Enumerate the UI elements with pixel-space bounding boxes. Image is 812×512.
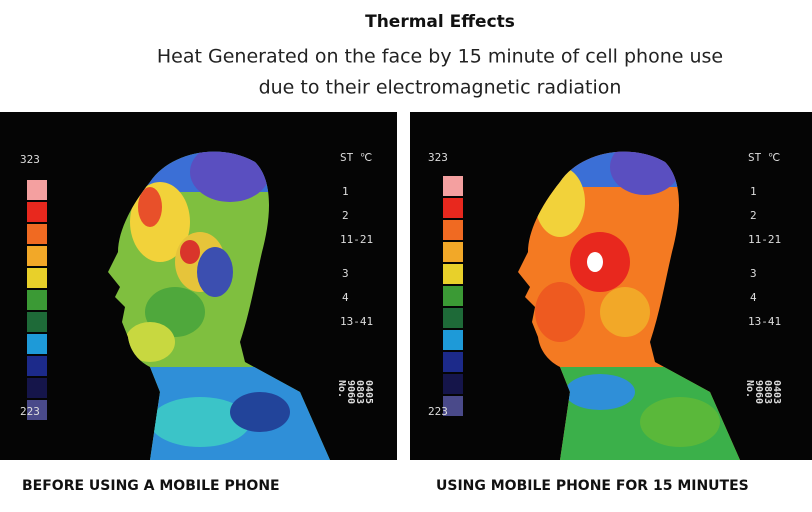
legend-label: 11-21 xyxy=(340,233,373,246)
id-line: 0803 xyxy=(354,380,365,404)
legend-header: ST ℃ xyxy=(748,151,780,164)
id-line: 0803 xyxy=(762,380,773,404)
legend-label: 4 xyxy=(750,291,757,304)
legend-label: 13-41 xyxy=(748,315,781,328)
legend-header: ST ℃ xyxy=(340,151,372,164)
thermal-image: 323 223 ST ℃ 1 2 11-21 3 4 13-41 No. 906… xyxy=(410,112,812,460)
legend-label: 2 xyxy=(750,209,757,222)
id-line: 0405 xyxy=(363,380,374,404)
title: Thermal Effects xyxy=(365,12,515,32)
scale-bottom: 223 xyxy=(428,405,448,418)
legend-label: 11-21 xyxy=(748,233,781,246)
legend-label: 13-41 xyxy=(340,315,373,328)
subtitle: Heat Generated on the face by 15 minute … xyxy=(157,46,723,68)
legend-label: 3 xyxy=(750,267,757,280)
caption: BEFORE USING A MOBILE PHONE xyxy=(22,478,280,494)
id-line: No. xyxy=(336,380,347,398)
legend-label: 4 xyxy=(342,291,349,304)
id-line: 0403 xyxy=(771,380,782,404)
subtitle: due to their electromagnetic radiation xyxy=(259,77,622,99)
thermal-image: 323 223 ST ℃ 1 2 11-21 3 4 13-41 No. 906… xyxy=(0,112,397,460)
scale-top: 323 xyxy=(428,151,448,164)
id-block: No. 9060 0803 0403 xyxy=(744,380,782,404)
scale-top: 323 xyxy=(20,153,40,166)
id-line: 9060 xyxy=(345,380,356,404)
legend-label: 2 xyxy=(342,209,349,222)
caption: USING MOBILE PHONE FOR 15 MINUTES xyxy=(436,478,749,494)
legend-label: 1 xyxy=(750,185,757,198)
legend-label: 3 xyxy=(342,267,349,280)
legend-label: 1 xyxy=(342,185,349,198)
id-block: No. 9060 0803 0405 xyxy=(336,380,374,404)
id-line: 9060 xyxy=(753,380,764,404)
scale-bottom: 223 xyxy=(20,405,40,418)
id-line: No. xyxy=(744,380,755,398)
